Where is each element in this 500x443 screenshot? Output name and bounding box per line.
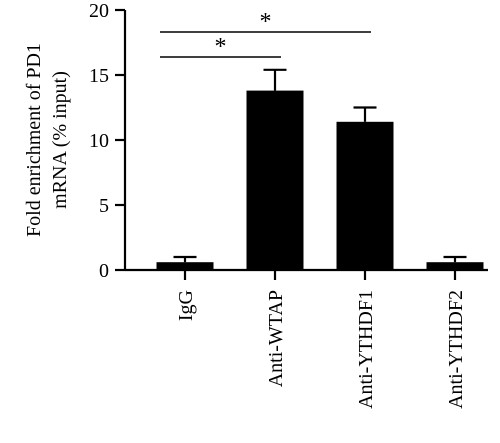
y-axis-label-line: Fold enrichment of PD1 (23, 43, 45, 237)
bars (156, 68, 484, 270)
category-label: Anti-WTAP (265, 290, 287, 387)
category-labels: IgG Anti-WTAP Anti-YTHDF1 Anti-YTHDF2 (175, 290, 467, 409)
bar-igg (156, 262, 214, 270)
y-tick-label: 15 (89, 65, 109, 87)
bar-anti-ythdf1 (336, 121, 394, 270)
significance-star: * (215, 34, 227, 60)
bar-anti-ythdf2 (426, 262, 484, 270)
category-label: Anti-YTHDF1 (355, 290, 377, 409)
y-tick-label: 10 (89, 130, 109, 152)
significance-markers: ** (160, 9, 371, 60)
y-axis-label: Fold enrichment of PD1 mRNA (% input) (23, 43, 71, 237)
bar-anti-wtap (246, 90, 304, 270)
y-tick-label: 20 (89, 0, 109, 22)
y-tick-label: 5 (99, 195, 109, 217)
significance-star: * (260, 9, 272, 35)
y-axis-label-line: mRNA (% input) (49, 71, 71, 209)
category-label: Anti-YTHDF2 (445, 290, 467, 409)
category-label: IgG (175, 290, 197, 321)
y-tick-label: 0 (99, 260, 109, 282)
